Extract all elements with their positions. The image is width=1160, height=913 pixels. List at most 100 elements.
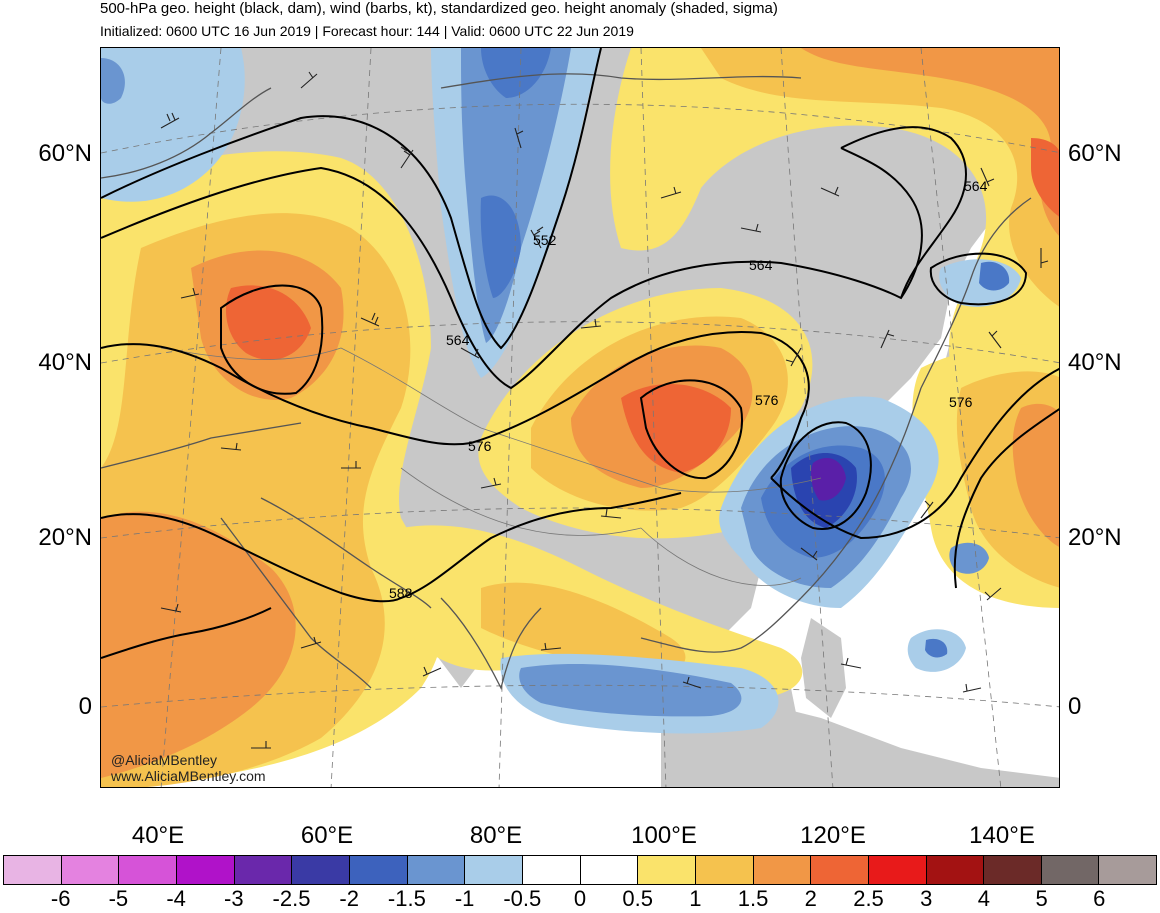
contour-588-south: [101, 607, 272, 659]
lon-label: 140°E: [969, 822, 1035, 849]
anomaly-neg-east-asia-2.5: [811, 458, 846, 501]
colorbar: [3, 855, 1157, 885]
contour-label: 588: [389, 585, 413, 601]
anomaly-pos-northeast-1.5: [801, 48, 1059, 236]
wind-barb: [514, 127, 524, 149]
contour-564-north: [101, 147, 923, 390]
wind-barb: [740, 223, 762, 233]
colorbar-tick-label: 1: [689, 886, 702, 911]
wind-barb: [300, 636, 322, 649]
contour-576-central-loop: [639, 379, 743, 480]
contour-576-typhoon: [779, 421, 872, 530]
wind-barb: [800, 547, 818, 561]
lon-label: 40°E: [131, 822, 185, 849]
lat-label-right: 40°N: [1068, 349, 1122, 376]
anomaly-neg-northwest: [101, 48, 245, 202]
graticule-lon-60: [330, 48, 372, 787]
colorbar-swatch: [176, 856, 235, 884]
lat-label-right: 20°N: [1068, 524, 1122, 551]
wind-barb: [460, 347, 480, 359]
colorbar-tick-label: 3: [920, 886, 933, 911]
wind-barb: [422, 666, 442, 677]
graticule-lon-140: [920, 48, 1002, 787]
colorbar-tick-label: 1.5: [737, 886, 769, 911]
positive-anomaly-group: [101, 48, 1059, 787]
contour-552-trough: [101, 48, 602, 350]
colorbar-swatch: [580, 856, 639, 884]
graticule-lon-40: [160, 48, 222, 787]
anomaly-pos-northeast-2: [1031, 138, 1059, 217]
colorbar-swatch: [61, 856, 120, 884]
colorbar-tick-label: -3: [224, 886, 244, 911]
wind-barbs: [160, 71, 1049, 749]
wind-barb: [1040, 248, 1049, 268]
wind-barb: [660, 186, 682, 199]
anomaly-pos-west-2: [226, 285, 311, 360]
anomaly-pos-india-1: [481, 582, 686, 674]
wind-barb: [480, 477, 502, 489]
lon-label: 100°E: [631, 822, 697, 849]
contour-564-japan-loop: [929, 252, 1028, 306]
lon-label: 80°E: [469, 822, 523, 849]
colorbar-swatch: [522, 856, 581, 884]
colorbar-tick-label: -0.5: [503, 886, 542, 911]
anomaly-pos-east-pacific-1.5: [1012, 403, 1059, 547]
anomaly-neg-northwest-1: [101, 58, 125, 104]
wind-barb: [220, 442, 242, 451]
graticule: [101, 48, 1059, 787]
anomaly-neg-pacific-south-1: [925, 638, 948, 658]
lat-label-right: 0: [1068, 693, 1082, 720]
wind-barb: [160, 112, 180, 129]
colorbar-tick-label: -5: [108, 886, 129, 911]
colorbar-swatch: [292, 856, 350, 884]
anomaly-pos-northeast: [610, 48, 1059, 378]
border-2: [480, 427, 822, 493]
lat-label-right: 60°N: [1068, 140, 1122, 167]
country-borders: [160, 347, 822, 586]
credit-handle: @AliciaMBentley: [111, 752, 218, 768]
colorbar-swatch: [984, 856, 1042, 884]
colorbar-tick-label: -2: [339, 886, 359, 911]
height-contours: [101, 48, 1059, 659]
coast-se-asia: [640, 597, 802, 653]
coast-mediterranean: [101, 422, 302, 469]
colorbar-swatch: [234, 856, 293, 884]
lat-label-left: 0: [78, 693, 92, 720]
wind-barb: [880, 329, 895, 349]
colorbar-tick-label: -6: [50, 886, 71, 911]
graticule-lon-120: [780, 48, 834, 787]
contour-564-northeast: [840, 126, 967, 299]
wind-barb: [980, 167, 995, 187]
anomaly-pos-northeast-1: [701, 48, 1059, 307]
contour-label: 564: [749, 257, 773, 273]
contour-label: 576: [755, 392, 779, 408]
wind-barb: [785, 347, 802, 367]
credit-website: www.AliciaMBentley.com: [111, 768, 266, 784]
colorbar-swatch: [465, 856, 523, 884]
contour-labels: 552 564 564 564 576 576 576 588: [389, 178, 988, 601]
colorbar-tick-label: -4: [166, 886, 186, 911]
graticule-lon-100: [640, 48, 667, 787]
colorbar-swatch: [695, 856, 754, 884]
colorbar-swatch: [753, 856, 812, 884]
map-panel: 552 564 564 564 576 576 576 588 @AliciaM…: [100, 47, 1060, 788]
wind-barb: [820, 186, 840, 197]
colorbar-tick-label: -1.5: [387, 886, 426, 911]
wind-barb: [600, 508, 622, 519]
colorbar-swatch: [638, 856, 696, 884]
coast-arabia: [260, 497, 432, 609]
border-1: [160, 347, 482, 429]
contour-588: [101, 492, 682, 603]
anomaly-pos-west-1.5: [101, 250, 344, 779]
colorbar-tick-label: 0: [573, 886, 587, 911]
anomaly-pos-central-2: [621, 384, 731, 473]
anomaly-neg-pacific-east: [949, 542, 989, 574]
contour-label: 576: [949, 394, 973, 410]
wind-barb: [180, 287, 200, 299]
contour-east-edge: [953, 408, 1059, 589]
contour-label: 576: [468, 438, 492, 454]
wind-barb: [400, 146, 414, 169]
lon-label: 60°E: [300, 822, 354, 849]
wind-barb: [682, 676, 702, 689]
colorbar-tick-label: -1: [454, 886, 475, 911]
